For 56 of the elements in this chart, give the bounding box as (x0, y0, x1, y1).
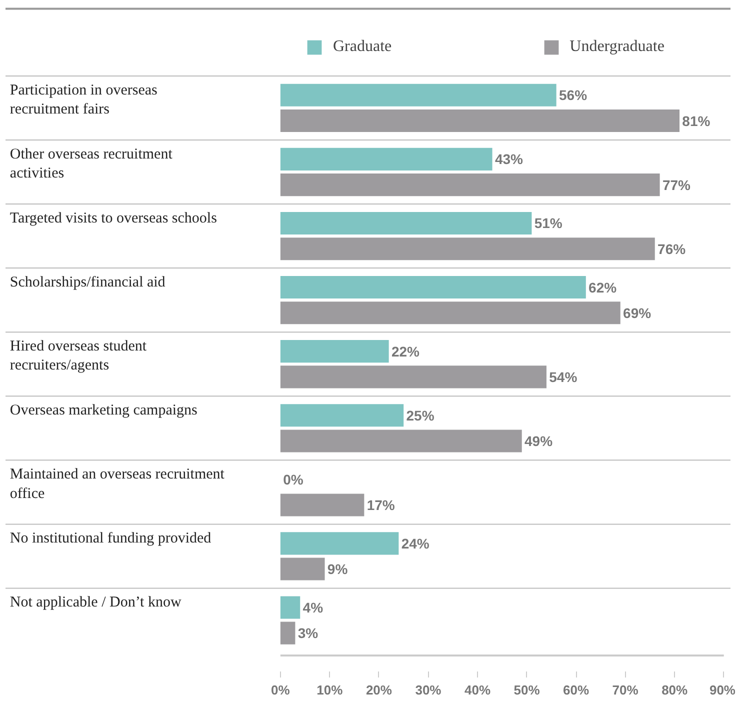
y-tick-label: Overseas marketing campaigns (10, 402, 198, 419)
text: 22% (391, 343, 420, 360)
text: 43% (494, 151, 523, 168)
bar (280, 212, 532, 234)
text: 62% (588, 279, 617, 296)
bar (280, 622, 296, 644)
text: 69% (623, 304, 652, 321)
y-tick-label: Maintained an overseas recruitment office (10, 466, 226, 502)
y-tick-label: Participation in overseas recruitment fairs (10, 82, 158, 118)
text: 51% (534, 215, 562, 232)
bar (280, 174, 660, 196)
text: 24% (401, 535, 430, 552)
y-tick-label: Scholarships/financial aid (10, 274, 166, 290)
x-tick-label: 20% (366, 682, 392, 698)
x-tick-label: 90% (709, 682, 736, 698)
bar (280, 340, 389, 363)
bar (280, 276, 586, 299)
bar (280, 148, 492, 170)
text: 54% (549, 368, 578, 385)
y-tick-label: Not applicable / Don’t know (10, 594, 182, 611)
x-tick-label: 80% (662, 682, 688, 698)
x-tick-label: 30% (415, 682, 442, 698)
bar (280, 596, 300, 619)
text: 56% (558, 87, 588, 104)
bar (280, 366, 546, 388)
bar (280, 238, 655, 260)
bar (280, 302, 620, 324)
bar (280, 84, 556, 106)
text: 0% (283, 471, 304, 488)
bar (280, 404, 404, 427)
y-tick-label: No institutional funding provided (10, 530, 212, 547)
bar (280, 430, 522, 452)
x-tick-label: 10% (316, 682, 344, 698)
text: 81% (682, 112, 710, 129)
x-tick-label: 70% (612, 682, 639, 698)
bar (280, 558, 325, 580)
x-tick-label: 40% (464, 682, 491, 698)
legend-label: Graduate (333, 38, 392, 56)
bar (280, 532, 399, 555)
text: 25% (406, 407, 434, 424)
text: 17% (366, 497, 395, 513)
y-tick-label: Targeted visits to overseas schools (10, 210, 218, 226)
bar (280, 494, 364, 516)
x-tick-label: 0% (271, 682, 290, 698)
text: 49% (524, 432, 553, 449)
bar (280, 110, 680, 132)
text: 3% (298, 625, 318, 642)
text: 4% (302, 599, 324, 616)
y-tick-label: Other overseas recruitment activities (10, 146, 174, 182)
x-tick-label: 50% (514, 682, 540, 698)
text: 9% (327, 561, 348, 578)
x-tick-label: 60% (563, 682, 590, 698)
legend-label: Undergraduate (570, 38, 664, 56)
text: 77% (662, 176, 690, 193)
text: 76% (658, 240, 686, 257)
y-tick-label: Hired overseas student recruiters/agents (10, 338, 148, 374)
